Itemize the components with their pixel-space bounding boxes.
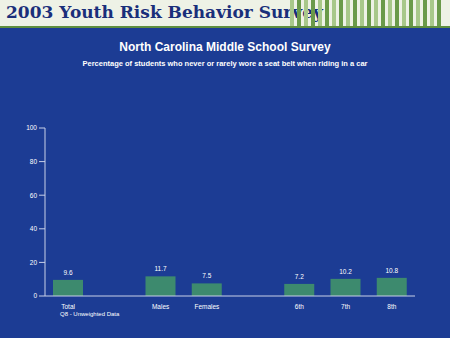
svg-text:80: 80 bbox=[30, 158, 38, 165]
svg-text:8th: 8th bbox=[387, 303, 396, 310]
html-text:2003 Youth Risk Behavior Surve: 2003 Youth Risk Behavior Survey bbox=[6, 2, 323, 22]
svg-text:6th: 6th bbox=[295, 303, 304, 310]
svg-text:Total: Total bbox=[61, 303, 75, 310]
svg-text:7.5: 7.5 bbox=[202, 272, 211, 279]
svg-text:7.2: 7.2 bbox=[295, 273, 304, 280]
svg-text:10.8: 10.8 bbox=[385, 267, 398, 274]
svg-text:Females: Females bbox=[194, 303, 220, 310]
svg-text:Males: Males bbox=[152, 303, 170, 310]
svg-text:60: 60 bbox=[30, 192, 38, 199]
svg-text:100: 100 bbox=[26, 124, 37, 131]
svg-text:20: 20 bbox=[30, 259, 38, 266]
svg-text:7th: 7th bbox=[341, 303, 350, 310]
svg-text:9.6: 9.6 bbox=[63, 269, 72, 276]
svg-text:10.2: 10.2 bbox=[339, 268, 352, 275]
svg-text:0: 0 bbox=[33, 292, 37, 299]
html-text:Percentage of students who nev: Percentage of students who never or rare… bbox=[82, 59, 368, 68]
html-text:North Carolina Middle School S: North Carolina Middle School Survey bbox=[119, 40, 331, 54]
svg-text:11.7: 11.7 bbox=[154, 265, 167, 272]
svg-text:40: 40 bbox=[30, 225, 38, 232]
html-text:Q8 - Unweighted Data: Q8 - Unweighted Data bbox=[60, 311, 120, 317]
